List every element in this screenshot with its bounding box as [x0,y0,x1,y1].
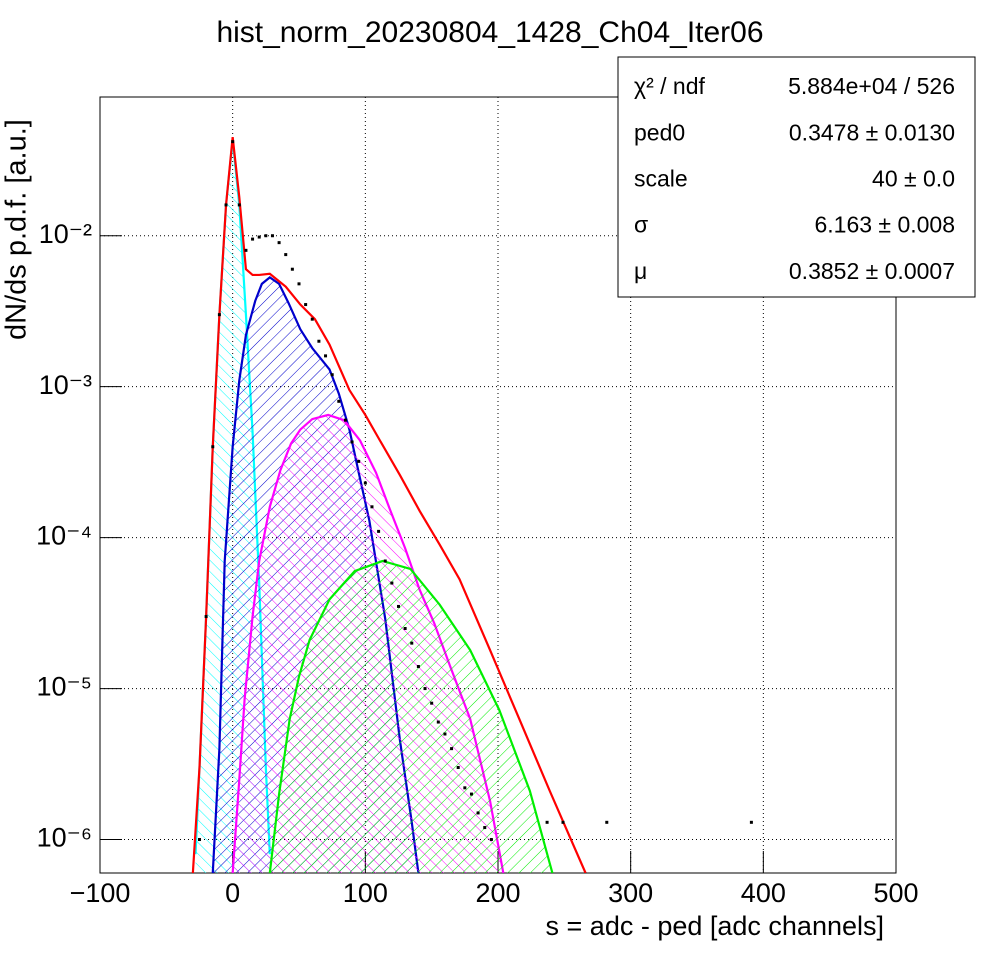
x-axis-label: s = adc - ped [adc channels] [546,911,884,941]
data-point [410,641,414,645]
stats-frame [617,56,976,298]
y-tick-label: 10⁻⁶ [37,823,92,853]
data-point [217,313,221,317]
data-point [463,786,467,790]
data-point [383,559,387,563]
data-point [304,303,308,307]
data-point [403,627,407,631]
data-point [330,373,334,377]
data-point [204,615,208,619]
data-point [370,505,374,509]
data-point [231,140,235,144]
stat-value: 0.3478 ± 0.0130 [789,119,955,145]
data-point [237,203,241,207]
data-point [476,811,480,815]
data-point [605,820,609,824]
data-point [343,418,347,422]
y-tick-label: 10⁻⁵ [37,672,92,702]
x-tick-label: 100 [343,878,388,908]
y-axis-label: dN/ds p.d.f. [a.u.] [1,119,33,340]
data-point [284,253,288,257]
data-point [277,241,281,245]
stat-value: 40 ± 0.0 [872,165,955,191]
data-point [469,792,473,796]
data-point [350,440,354,444]
curve [268,559,554,873]
data-point [436,720,440,724]
stat-value: 5.884e+04 / 526 [788,73,955,99]
stat-label: scale [634,165,688,191]
stats-box: χ² / ndf 5.884e+04 / 526 ped0 0.3478 ± 0.01… [617,56,976,298]
data-point [416,665,420,669]
data-point [198,838,201,842]
data-point [337,399,341,403]
data-point [423,687,427,691]
curve [191,137,587,873]
data-point [430,701,434,705]
data-point [324,354,328,358]
x-tick-label: 0 [225,878,240,908]
stat-label: σ [634,212,648,238]
data-point [211,445,215,449]
y-tick-label: 10⁻⁴ [36,521,92,551]
data-point [310,317,314,321]
data-point [317,339,321,343]
stat-label: μ [634,258,647,284]
stat-label: χ² / ndf [634,73,705,99]
data-point [290,267,294,271]
y-tick-label: 10⁻³ [39,370,92,400]
data-point [270,234,274,238]
data-point [363,481,367,485]
data-point [224,203,228,207]
data-point [264,234,268,238]
plot-clip [191,137,753,873]
x-tick-label: 500 [873,878,918,908]
chart-title: hist_norm_20230804_1428_Ch04_Iter06 [216,16,763,49]
plot-layer: −100 0 100 200 300 400 500 10⁻⁶ 10⁻⁵ 10⁻⁴ 10⁻³ 10⁻² [36,97,919,908]
stat-value: 6.163 ± 0.008 [814,212,955,238]
x-tick-label: −100 [70,878,131,908]
y-tick-label: 10⁻² [39,219,92,249]
data-point [357,459,361,463]
data-point [251,237,255,241]
data-point [749,820,753,824]
data-point [483,826,487,830]
data-point [561,820,565,824]
data-point [390,581,394,585]
x-tick-label: 400 [741,878,786,908]
data-point [244,248,248,252]
data-point [377,529,381,533]
data-point [297,282,301,286]
data-point [443,732,447,736]
stat-label: ped0 [634,119,685,145]
data-point [257,235,261,239]
data-point [489,838,493,842]
data-point [450,747,454,751]
data-point [397,604,400,608]
data-point [456,765,460,769]
stat-value: 0.3852 ± 0.0007 [789,258,955,284]
x-tick-label: 300 [608,878,653,908]
hatch-fill [269,561,553,873]
data-point [545,820,549,824]
x-tick-label: 200 [475,878,520,908]
